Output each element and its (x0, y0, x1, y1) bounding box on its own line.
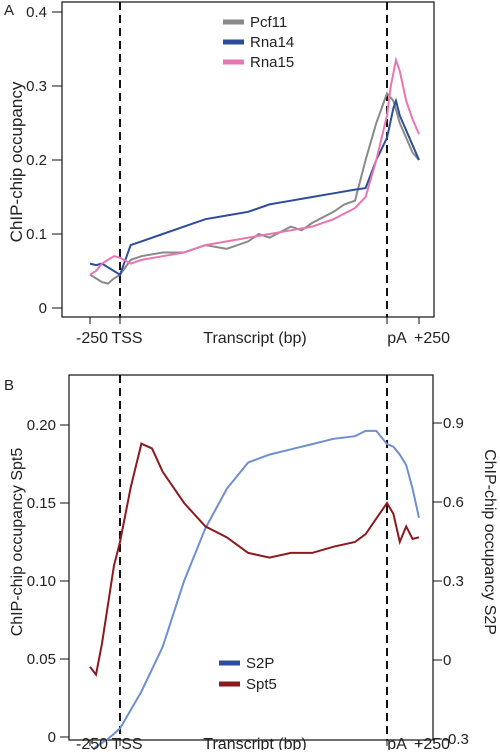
panel-a-y-tick-label: 0.4 (26, 4, 47, 21)
panel-b-x-axis-label: Transcript (bp) (203, 736, 306, 750)
panel-a-y-axis-label: ChIP-chip occupancy (7, 81, 26, 242)
panel-b-left-tick-label: 0.05 (27, 651, 56, 668)
panel-b-left-tick-label: 0.10 (27, 573, 56, 590)
legend-label-pcf11: Pcf11 (250, 14, 287, 31)
panel-b-right-axis-label: ChIP-chip occupancy S2P (481, 449, 498, 635)
panel-a-x-axis: -250 TSS Transcript (bp) pA +250 (76, 317, 450, 347)
panel-b-right-tick-label: 0.9 (443, 415, 464, 432)
panel-a-x-tick-label: TSS (111, 330, 142, 347)
legend-label-rna14: Rna14 (250, 34, 294, 51)
panel-b-x-tick-label: TSS (111, 736, 142, 750)
panel-b-right-tick-label: 0 (443, 652, 451, 669)
panel-a: A ChIP-chip occupancy 0 0.1 0.2 0.3 0.4 … (4, 1, 450, 347)
panel-a-plot-frame (61, 1, 435, 318)
series-line-spt5 (89, 442, 420, 677)
panel-a-legend: Pcf11 Rna14 Rna15 (223, 14, 294, 71)
panel-b-left-axis-label: ChIP-chip occupancy Spt5 (9, 448, 26, 637)
panel-a-y-tick-label: 0 (39, 300, 47, 317)
series-line-s2p (89, 429, 420, 755)
panel-b-x-tick-label: -250 (76, 736, 108, 750)
panel-b-x-tick-label: pA (387, 736, 407, 750)
panel-b-right-tick-label: -0.3 (443, 731, 469, 748)
panel-a-label: A (4, 2, 14, 19)
panel-b-legend: S2P Spt5 (219, 655, 277, 693)
panel-b-plot-frame (68, 374, 434, 741)
series-line-rna14 (89, 97, 420, 277)
panel-b-label: B (4, 377, 14, 394)
panel-a-y-tick-label: 0.1 (26, 226, 47, 243)
legend-label-spt5: Spt5 (246, 676, 277, 693)
panel-a-x-tick-label: +250 (414, 330, 450, 347)
legend-label-rna15: Rna15 (250, 54, 294, 71)
panel-b-x-tick-label: +250 (414, 736, 450, 750)
series-line-pcf11 (89, 91, 420, 285)
panel-a-y-tick-label: 0.3 (26, 78, 47, 95)
panel-a-y-axis: 0 0.1 0.2 0.3 0.4 (26, 4, 62, 317)
panel-b-left-tick-label: 0.15 (27, 495, 56, 512)
panel-a-x-tick-label: pA (387, 330, 407, 347)
panel-b-right-axis: 0.9 0.6 0.3 0 -0.3 (433, 415, 469, 748)
panel-b-right-tick-label: 0.3 (443, 573, 464, 590)
legend-label-s2p: S2P (246, 655, 274, 672)
panel-a-x-axis-label: Transcript (bp) (203, 330, 306, 347)
panel-a-x-tick-label: -250 (76, 330, 108, 347)
series-line-rna15 (89, 56, 420, 276)
panel-b-right-tick-label: 0.6 (443, 494, 464, 511)
panel-a-y-tick-label: 0.2 (26, 152, 47, 169)
panel-b-left-axis: 0.20 0.15 0.10 0.05 0 (27, 417, 69, 746)
panel-b-x-axis: -250 TSS Transcript (bp) pA +250 (76, 736, 450, 753)
panel-b-left-tick-label: 0 (48, 729, 56, 746)
panel-b-left-tick-label: 0.20 (27, 417, 56, 434)
panel-b: B ChIP-chip occupancy Spt5 ChIP-chip occ… (4, 374, 498, 755)
